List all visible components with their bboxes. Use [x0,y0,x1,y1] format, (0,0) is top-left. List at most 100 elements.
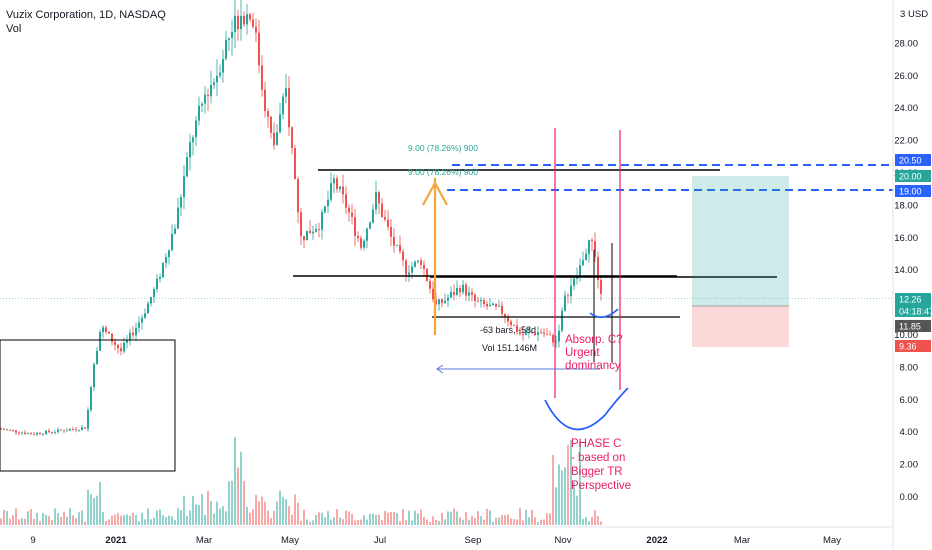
candle-body [432,288,434,300]
volume-bar [228,481,230,525]
volume-bar [531,509,533,525]
volume-bar [201,494,203,525]
candle-body [15,430,17,433]
volume-bar [15,508,17,525]
volume-bar [189,510,191,525]
absorption-note: Urgent [565,347,600,359]
candle-body [405,260,407,275]
candle-body [177,207,179,229]
candle-body [351,212,353,217]
volume-bar [12,515,14,525]
candle-body [384,217,386,220]
candle-body [249,14,251,20]
volume-bar [264,501,266,525]
candle-body [390,226,392,237]
volume-bar [561,470,563,525]
volume-bar [231,480,233,525]
candle-body [399,244,401,252]
candle-body [363,240,365,248]
candle-body [252,19,254,27]
volume-bar [429,521,431,525]
volume-bar [120,515,122,525]
trading-range-box [0,339,176,472]
candle-body [321,212,323,230]
volume-bar [375,514,377,525]
volume-bar [474,517,476,525]
candle-body [474,294,476,301]
volume-bar [24,518,26,525]
volume-bar [153,517,155,525]
volume-bar [327,511,329,525]
volume-bar [258,501,260,525]
volume-bar [486,508,488,525]
volume-bar [93,497,95,525]
symbol-title: Vuzix Corporation, 1D, NASDAQ [6,9,166,21]
candle-body [528,332,530,334]
price-tag-label: 19.00 [899,187,922,197]
candle-body [3,428,5,430]
price-tag [895,170,931,182]
candle-body [201,103,203,106]
candle-body [27,433,29,434]
candle-body [378,192,380,204]
price-tag [895,305,931,317]
volume-bar [219,508,221,525]
candle-body [207,94,209,97]
candle-body [546,333,548,335]
drawings: 9.00 (78.26%) 900 9.00 (78.26%) 900 -63 ba… [0,128,893,492]
candle-body [537,332,539,336]
candle-body [558,330,560,342]
volume-bar [600,521,602,525]
candle-body [387,219,389,227]
candle-body [66,430,68,432]
candle-body [171,233,173,251]
volume-bar [381,520,383,525]
candle-body [210,84,212,97]
candle-body [234,15,236,33]
range-arrow-head [436,364,444,374]
bottom-curve-large [544,387,629,431]
candle-body [30,433,32,435]
x-tick-label: Jul [374,535,386,546]
candle-body [516,325,518,333]
candle-body [555,341,557,343]
candle-body [81,427,83,430]
phase-note: PHASE C [571,438,622,450]
volume-bar [273,510,275,525]
volume-bar [549,513,551,525]
price-tag [895,340,931,352]
volume-bar [315,515,317,525]
candle-body [204,94,206,104]
phase-note: Perspective [571,480,631,492]
volume-bar [168,515,170,525]
candle-body [303,236,305,241]
candle-body [186,157,188,177]
volume-bar [408,510,410,525]
volume-bar [576,495,578,525]
candle-body [441,299,443,303]
volume-bars [0,437,602,525]
volume-bar [63,511,65,525]
candle-body [255,26,257,33]
volume-bar [291,514,293,525]
volume-bar [114,514,116,525]
candle-body [222,58,224,73]
candle-body [534,333,536,336]
volume-bar [45,515,47,525]
volume-bar [48,515,50,525]
volume-bar [249,512,251,525]
price-tag-label: 9.36 [899,342,917,352]
volume-bar [480,516,482,525]
volume-bar [333,517,335,525]
candle-body [306,230,308,241]
candle-body [459,288,461,293]
candle-body [501,305,503,314]
candle-body [375,192,377,210]
candle-body [540,332,542,333]
volume-bar [186,516,188,525]
candle-body [531,332,533,334]
volume-bar [66,516,68,525]
candle-body [492,303,494,305]
volume-bar [156,510,158,525]
